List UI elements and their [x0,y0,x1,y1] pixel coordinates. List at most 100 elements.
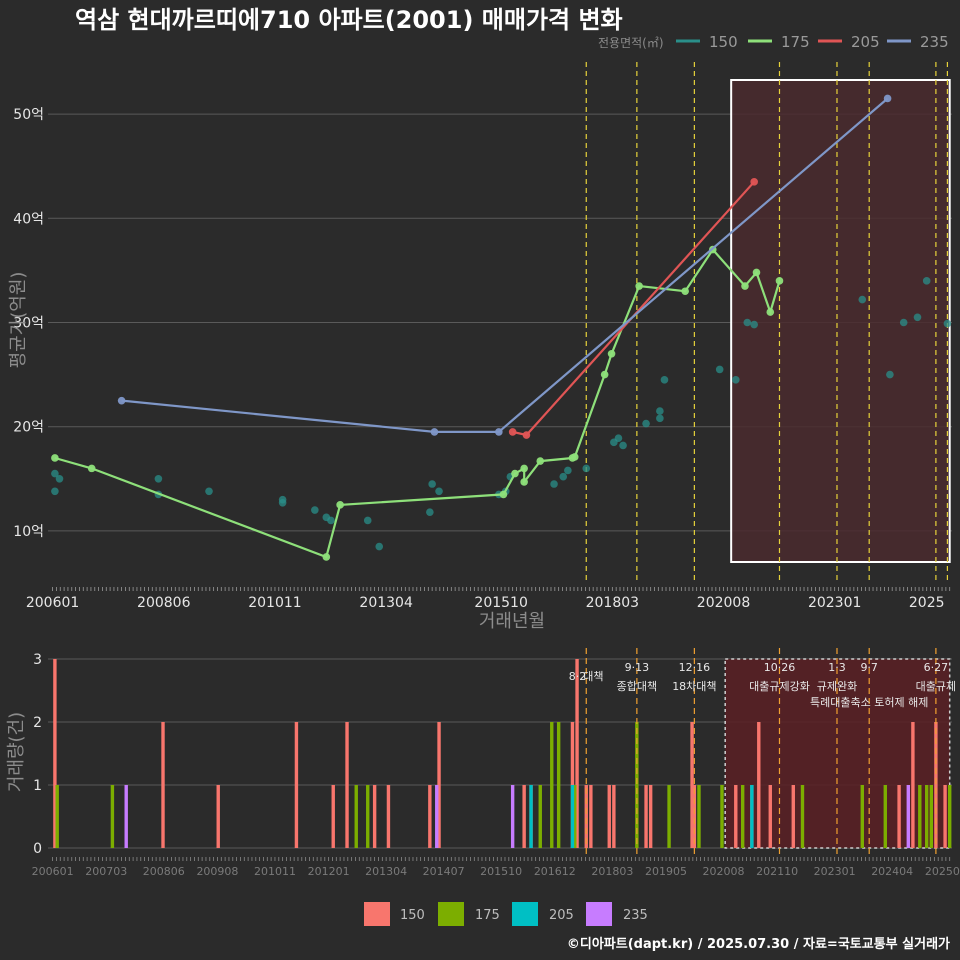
volume-bar-150 [428,785,432,848]
series-point-150 [205,487,213,496]
policy-date-label: 1·3 [828,661,846,674]
series-point-150 [922,277,931,285]
series-point-150 [564,466,572,475]
price-y-ticks: 10억 20억 30억 40억 50억 [13,107,44,540]
series-point-150 [327,516,335,525]
series-point-175 [741,282,749,290]
volume-x-tick-label: 201803 [591,865,633,878]
price-panel: 10억 20억 30억 40억 50억 200601 200806 201011 201304… [8,62,952,632]
volume-bar-150 [692,785,697,848]
series-point-175 [336,501,344,509]
volume-x-tick-label: 200703 [85,865,127,878]
price-x-tick-label: 202008 [697,595,750,611]
series-point-150 [55,475,64,483]
series-point-150 [375,542,384,551]
volume-x-tick-label: 201304 [365,865,407,878]
volume-x-tick-label: 200806 [143,865,185,878]
volume-bars [53,659,952,848]
volume-bar-175 [883,785,887,848]
series-point-150 [614,434,623,442]
series-point-175 [51,454,59,462]
volume-bar-150 [897,785,901,848]
volume-bar-150 [216,785,220,848]
policy-name-label: 종합대책 [617,680,657,693]
series-point-150 [656,414,664,423]
volume-bar-150 [372,785,377,848]
price-highlight-region [730,79,951,563]
price-x-tick-label: 201304 [359,595,413,611]
policy-name-label: 18차대책 [672,680,716,693]
volume-y-tick-label: 0 [33,841,42,857]
volume-bar-235 [510,785,515,848]
price-y-axis-title: 평균가(억원) [8,272,29,369]
volume-bar-150 [644,785,648,848]
series-point-150 [51,487,59,496]
series-point-175 [607,349,616,358]
series-point-175 [570,453,579,461]
volume-bar-175 [635,722,639,848]
policy-date-label: 12·16 [679,661,711,674]
volume-bar-150 [768,785,772,848]
volume-policy-lines [585,648,937,858]
price-y-tick-label: 30억 [13,316,44,332]
policy-date-label: 6·27 [924,661,949,674]
series-point-175 [775,277,784,285]
volume-bar-175 [573,785,577,848]
series-point-150 [619,441,627,450]
price-x-tick-label: 201510 [474,595,527,611]
volume-bar-175 [55,785,59,848]
price-x-tick-label: 2025 [909,595,945,611]
volume-bar-175 [947,785,952,848]
series-point-150 [715,365,724,374]
series-point-235 [883,94,892,103]
series-point-150 [154,475,163,483]
volume-bar-150 [53,659,57,848]
series-point-150 [743,318,752,327]
volume-bar-175 [538,785,542,848]
top-legend-label-150: 150 [709,33,738,51]
volume-bar-175 [366,785,370,848]
volume-bar-150 [791,785,795,848]
volume-x-tick-label: 201407 [423,865,465,878]
series-point-235 [430,428,439,436]
price-y-tick-label: 40억 [13,211,44,227]
policy-date-label: 10·26 [764,661,796,674]
volume-bar-150 [345,722,349,848]
volume-bar-205 [529,785,533,848]
footer-credit: ©디아파트(dapt.kr) / 2025.07.30 / 자료=국토교통부 실… [567,936,950,952]
volume-bar-235 [906,785,910,848]
volume-x-tick-label: 200601 [32,865,74,878]
series-point-175 [752,268,761,277]
top-legend: 전용면적(㎡) 150 175 205 235 [598,33,949,51]
top-legend-label-175: 175 [781,33,810,51]
volume-bar-150 [575,659,579,848]
volume-x-tick-label: 201510 [480,865,522,878]
policy-name-label: 대출규제 [916,680,956,693]
volume-x-tick-label: 201011 [254,865,296,878]
series-point-150 [858,295,867,304]
volume-bar-150 [690,722,694,848]
price-highlight-box [730,79,951,563]
volume-bar-175 [924,785,929,848]
top-legend-label-235: 235 [920,33,949,51]
series-point-150 [278,498,287,507]
policy-date-label: 9·7 [860,661,878,674]
volume-bar-150 [437,722,441,848]
volume-x-tick-label: 202008 [703,865,745,878]
volume-bar-150 [584,785,588,848]
series-point-150 [886,370,894,379]
series-point-175 [520,478,528,486]
volume-bar-175 [697,785,701,848]
volume-bar-175 [556,722,561,848]
series-point-150 [656,407,664,415]
price-y-tick-label: 10억 [13,524,44,540]
price-x-tick-label: 200806 [137,595,191,611]
series-point-150 [363,516,372,525]
series-point-175 [635,282,643,290]
series-point-175 [766,308,775,316]
top-legend-label-205: 205 [851,33,880,51]
series-point-235 [117,396,126,405]
bottom-legend-swatch-175 [438,902,464,926]
volume-bar-150 [386,785,391,848]
series-point-150 [559,472,568,481]
